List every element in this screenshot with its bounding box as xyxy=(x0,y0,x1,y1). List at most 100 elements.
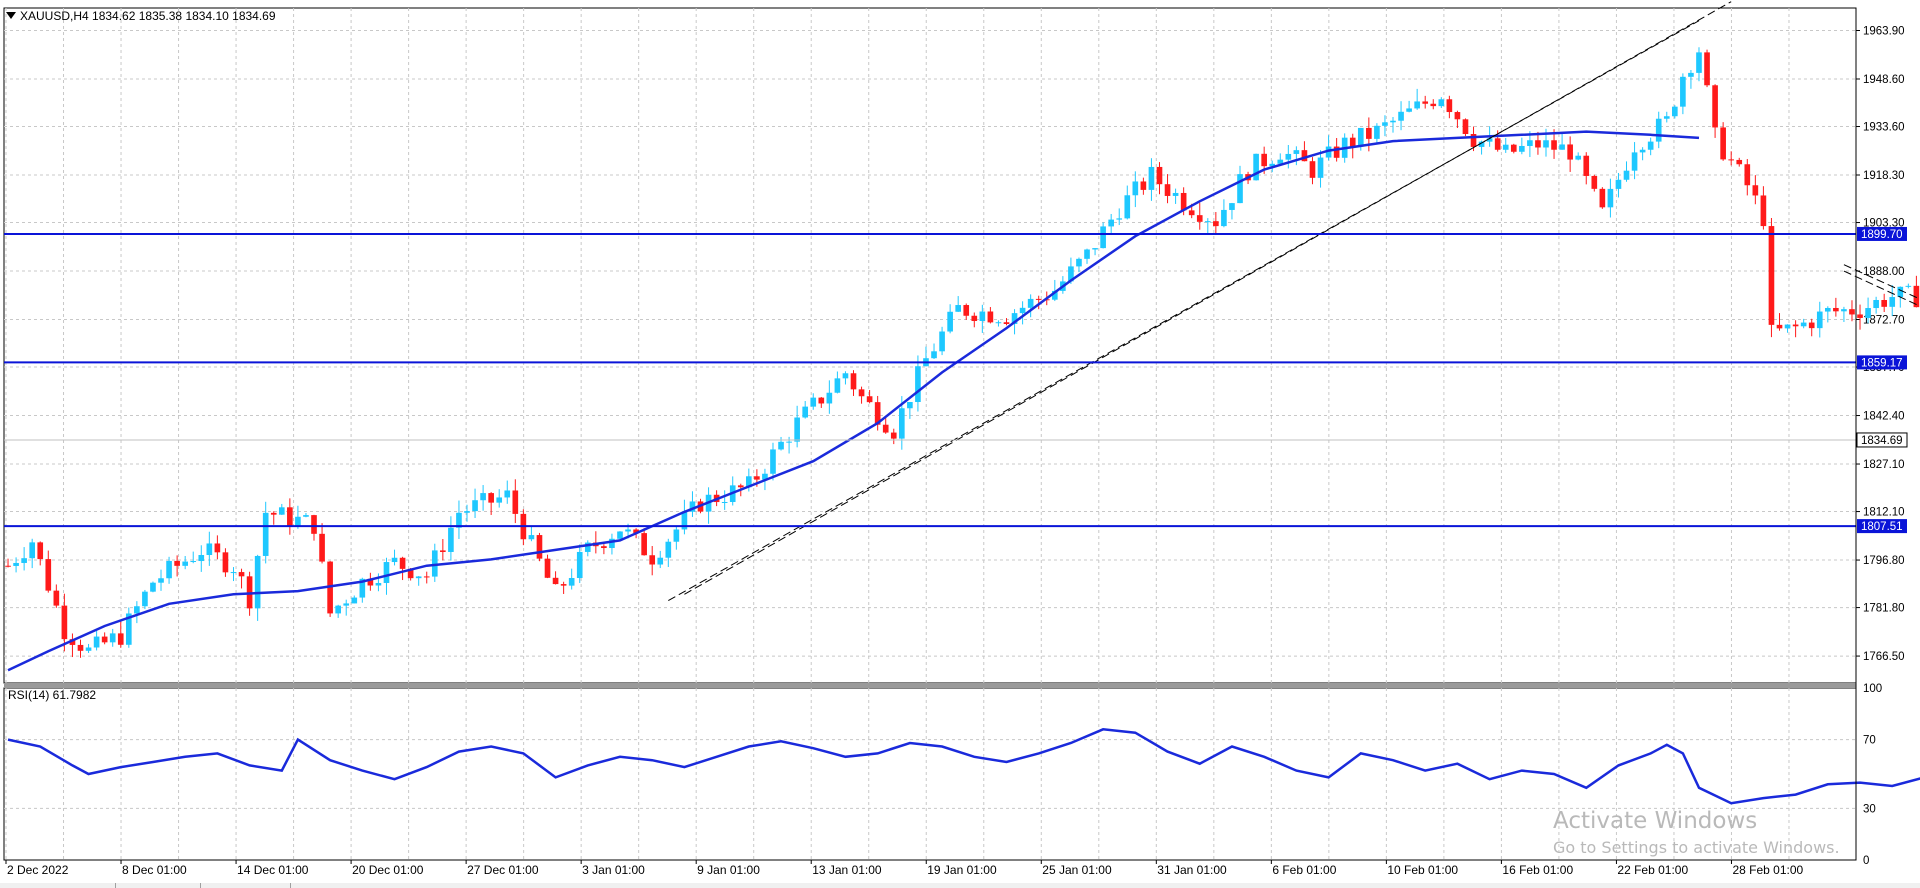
candle-body xyxy=(794,417,800,442)
price-tag-label: 1834.69 xyxy=(1861,435,1903,447)
candle-body xyxy=(311,515,317,534)
candle-body xyxy=(665,541,672,558)
y-axis-tick-label: 1766.50 xyxy=(1863,651,1905,663)
candle-body xyxy=(134,606,140,614)
candle-body xyxy=(270,512,277,515)
candle-body xyxy=(810,397,817,407)
candle-body xyxy=(1752,185,1759,196)
candle-body xyxy=(1808,322,1815,329)
candle-body xyxy=(1889,297,1896,307)
moving-average-line xyxy=(7,130,1700,672)
candle-body xyxy=(633,529,639,534)
candle-body xyxy=(1454,112,1461,120)
candle-body xyxy=(1333,146,1340,158)
candle-body xyxy=(858,389,865,397)
x-axis-tick-label: 10 Feb 01:00 xyxy=(1387,863,1458,877)
candle-body xyxy=(834,378,841,393)
candle-body xyxy=(576,551,583,579)
candle-body xyxy=(1180,192,1187,211)
candle-body xyxy=(915,366,921,403)
candle-body xyxy=(568,578,575,586)
pane-splitter[interactable] xyxy=(4,683,1856,688)
candle-body xyxy=(1035,298,1042,300)
candle-body xyxy=(391,557,398,563)
candle-body xyxy=(1148,166,1155,190)
candle-body xyxy=(472,500,478,512)
candle-body xyxy=(995,322,1002,324)
candle-body xyxy=(1156,166,1163,185)
candle-body xyxy=(1639,149,1646,153)
candle-body xyxy=(319,533,325,562)
candle-body xyxy=(963,305,970,316)
candle-body xyxy=(874,402,881,425)
candle-body xyxy=(456,512,462,528)
candle-body xyxy=(1567,144,1573,160)
candle-body xyxy=(1084,249,1090,259)
candle-body xyxy=(21,558,27,563)
x-axis-tick-label: 19 Jan 01:00 xyxy=(927,863,997,877)
candle-body xyxy=(295,516,301,526)
watermark-line-1: Activate Windows xyxy=(1553,808,1758,834)
activation-watermark: Activate Windows Go to Settings to activ… xyxy=(1553,808,1840,857)
candle-body xyxy=(367,578,374,586)
x-axis-tick-label: 16 Feb 01:00 xyxy=(1502,863,1573,877)
candle-body xyxy=(1647,141,1654,150)
candle-body xyxy=(1744,164,1751,186)
candle-body xyxy=(1446,99,1453,113)
candle-body xyxy=(383,562,390,583)
candle-body xyxy=(117,633,124,645)
y-axis-tick-label: 1781.80 xyxy=(1863,603,1905,615)
candle-body xyxy=(1527,140,1533,146)
candle-body xyxy=(1559,144,1565,150)
x-axis-tick-label: 22 Feb 01:00 xyxy=(1617,863,1688,877)
trendline-dashed[interactable] xyxy=(668,20,1700,602)
candle-body xyxy=(842,373,849,379)
candle-body xyxy=(166,560,172,579)
y-axis-tick-label: 1872.70 xyxy=(1863,315,1905,327)
candle-body xyxy=(979,311,986,322)
x-axis-tick-label: 20 Dec 01:00 xyxy=(352,863,424,877)
candle-body xyxy=(778,441,784,450)
candle-body xyxy=(190,561,197,563)
candle-body xyxy=(1575,155,1582,160)
candle-body xyxy=(1510,144,1517,152)
candle-body xyxy=(375,582,382,586)
candle-body xyxy=(1116,218,1123,220)
candle-body xyxy=(544,558,551,578)
candle-body xyxy=(754,476,760,480)
candle-body xyxy=(1599,188,1606,208)
candle-body xyxy=(109,633,116,643)
candle-body xyxy=(287,507,293,526)
candle-body xyxy=(1398,111,1404,121)
price-tag-level xyxy=(1857,519,1907,534)
candle-body xyxy=(1309,161,1316,178)
candle-body xyxy=(359,578,366,598)
dropdown-triangle-icon[interactable] xyxy=(6,12,16,19)
candle-body xyxy=(423,576,430,578)
candle-body xyxy=(1591,175,1598,189)
candle-body xyxy=(1140,181,1147,190)
y-axis-tick-label: 1796.80 xyxy=(1863,555,1905,567)
candle-body xyxy=(1108,219,1114,227)
y-axis-tick-label: 1812.10 xyxy=(1863,507,1905,519)
rsi-axis-label: 100 xyxy=(1863,683,1882,695)
candle-body xyxy=(504,490,511,498)
candle-body xyxy=(158,578,164,583)
candle-body xyxy=(303,515,309,517)
candle-body xyxy=(125,613,132,645)
trendline-dashed[interactable] xyxy=(684,1,1732,595)
candle-body xyxy=(1366,127,1372,139)
candle-body xyxy=(37,542,44,560)
candle-body xyxy=(1615,179,1622,189)
candle-body xyxy=(1704,52,1710,86)
candle-body xyxy=(1680,76,1686,107)
rsi-axis-label: 30 xyxy=(1863,803,1876,815)
candle-body xyxy=(649,555,656,565)
candle-body xyxy=(5,565,11,567)
symbol-header[interactable]: XAUUSD,H4 1834.62 1835.38 1834.10 1834.6… xyxy=(6,9,276,23)
candle-body xyxy=(681,511,688,530)
candle-body xyxy=(1494,138,1501,150)
candle-body xyxy=(1261,153,1267,167)
candle-body xyxy=(488,493,494,503)
candle-body xyxy=(1076,258,1082,267)
